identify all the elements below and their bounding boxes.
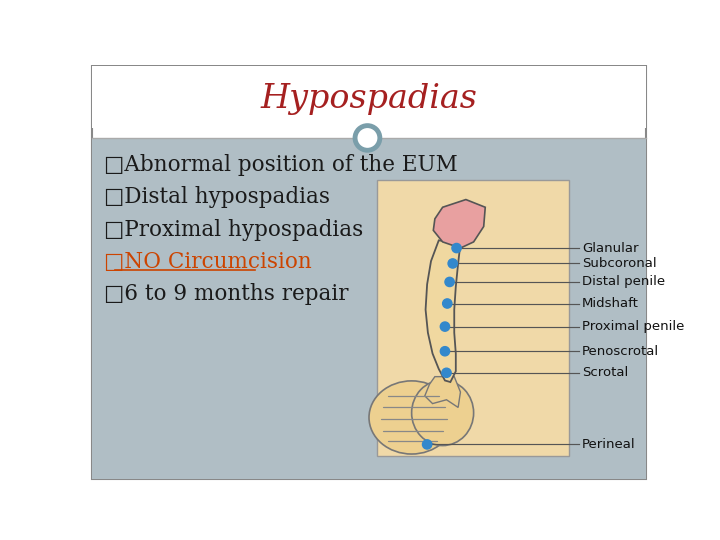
FancyBboxPatch shape: [377, 180, 569, 456]
Text: □NO Circumcision: □NO Circumcision: [104, 251, 312, 273]
Text: □Abnormal position of the EUM: □Abnormal position of the EUM: [104, 154, 458, 176]
FancyBboxPatch shape: [91, 66, 647, 479]
Text: Subcoronal: Subcoronal: [582, 257, 657, 270]
Text: □Proximal hypospadias: □Proximal hypospadias: [104, 219, 363, 241]
Polygon shape: [426, 240, 461, 382]
Circle shape: [442, 368, 451, 377]
Circle shape: [423, 440, 432, 449]
Text: Perineal: Perineal: [582, 438, 636, 451]
Polygon shape: [433, 200, 485, 248]
Ellipse shape: [412, 380, 474, 446]
Polygon shape: [425, 377, 461, 408]
Text: □Distal hypospadias: □Distal hypospadias: [104, 186, 330, 208]
FancyBboxPatch shape: [91, 66, 647, 128]
Text: Scrotal: Scrotal: [582, 366, 629, 379]
Circle shape: [445, 278, 454, 287]
Circle shape: [448, 259, 457, 268]
Ellipse shape: [369, 381, 454, 454]
Text: Proximal penile: Proximal penile: [582, 320, 685, 333]
Circle shape: [441, 347, 449, 356]
Circle shape: [443, 299, 452, 308]
Text: Hypospadias: Hypospadias: [261, 83, 477, 114]
Text: □6 to 9 months repair: □6 to 9 months repair: [104, 284, 348, 305]
Text: Glanular: Glanular: [582, 241, 639, 254]
Circle shape: [452, 244, 462, 253]
Text: Distal penile: Distal penile: [582, 275, 665, 288]
Circle shape: [441, 322, 449, 331]
Circle shape: [356, 127, 379, 149]
Text: Penoscrotal: Penoscrotal: [582, 345, 660, 357]
FancyBboxPatch shape: [91, 138, 647, 479]
Text: Midshaft: Midshaft: [582, 297, 639, 310]
